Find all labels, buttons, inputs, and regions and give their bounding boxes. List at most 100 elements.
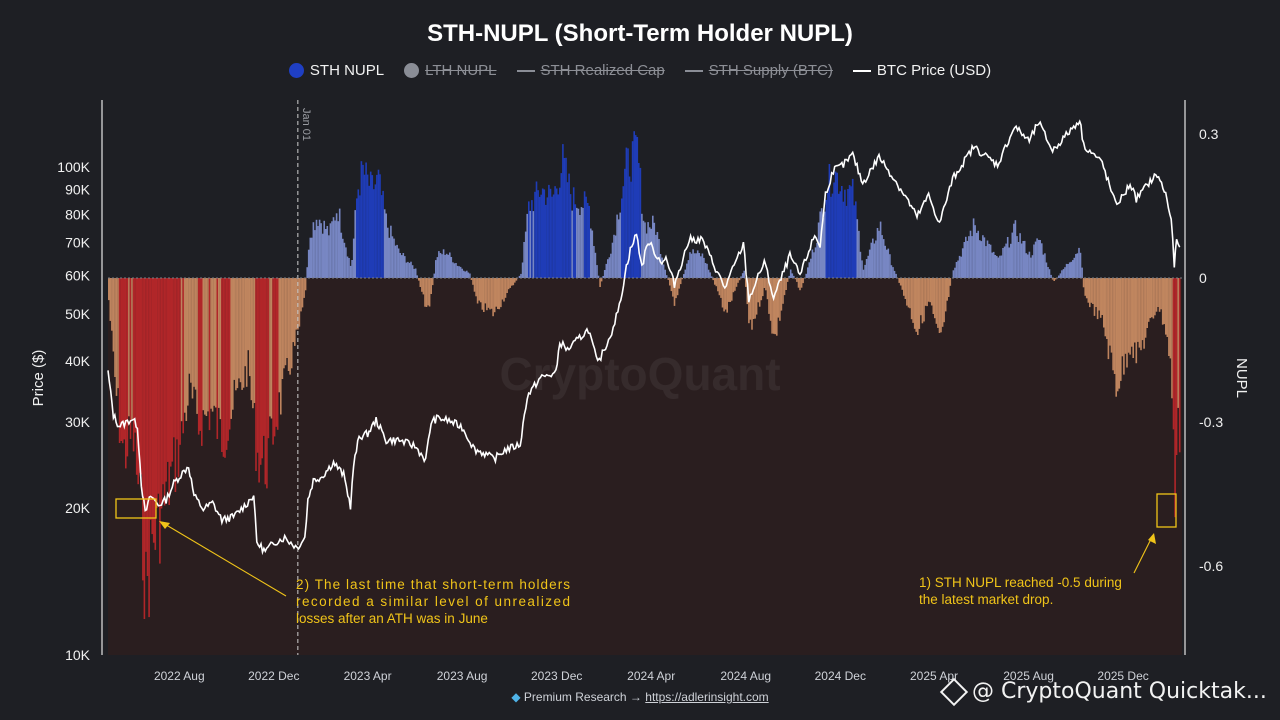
nupl-bar (1138, 278, 1141, 348)
nupl-bar (1101, 278, 1103, 315)
nupl-bar (445, 253, 448, 278)
nupl-bar (1048, 269, 1051, 278)
nupl-bar (557, 194, 559, 278)
nupl-bar (972, 218, 975, 278)
nupl-bar (292, 278, 294, 343)
nupl-bar (941, 278, 944, 327)
footer-link[interactable]: https://adlerinsight.com (645, 690, 769, 704)
nupl-bar (447, 254, 449, 278)
nupl-bar (1058, 275, 1060, 278)
nupl-bar (617, 219, 620, 278)
nupl-bar (159, 278, 161, 564)
legend-item-sth-nupl[interactable]: STH NUPL (288, 62, 384, 79)
nupl-bar (430, 278, 432, 294)
legend-label: BTC Price (USD) (876, 62, 992, 79)
nupl-bar (1025, 253, 1028, 278)
nupl-bar (380, 195, 383, 278)
nupl-bar (146, 278, 149, 576)
nupl-bar (576, 207, 578, 278)
legend-item-btc-price-usd[interactable]: BTC Price (USD) (852, 62, 992, 79)
nupl-bar (855, 201, 857, 278)
nupl-bar (776, 278, 778, 336)
nupl-bar (472, 278, 474, 285)
nupl-bar (280, 278, 282, 415)
nupl-bar (909, 278, 911, 309)
nupl-bar (385, 213, 387, 278)
nupl-bar (757, 278, 759, 303)
legend-item-lth-nupl[interactable]: LTH NUPL (404, 62, 497, 79)
left-tick-label: 90K (65, 181, 91, 197)
nupl-bar (1081, 267, 1083, 278)
nupl-bar (569, 194, 572, 278)
nupl-bar (204, 278, 206, 415)
nupl-bar (996, 256, 998, 278)
nupl-bar (754, 278, 756, 319)
nupl-bar (631, 141, 634, 278)
nupl-bar (436, 257, 439, 278)
nupl-bar (698, 253, 701, 278)
nupl-bar (975, 232, 978, 278)
nupl-bar (1104, 278, 1107, 337)
nupl-bar (193, 278, 195, 387)
nupl-bar (811, 249, 814, 278)
nupl-bar (213, 278, 215, 406)
nupl-bar (272, 278, 274, 445)
nupl-bar (531, 200, 533, 278)
nupl-bar (586, 203, 589, 278)
nupl-bar (785, 278, 787, 290)
nupl-bar (957, 260, 959, 278)
nupl-bar (177, 278, 180, 478)
nupl-bar (907, 278, 910, 308)
nupl-bar (1036, 238, 1038, 278)
nupl-bar (1023, 240, 1026, 278)
nupl-bar (884, 245, 886, 278)
legend-label: LTH NUPL (425, 62, 497, 79)
source-badge: @ CryptoQuant Quicktak... (939, 677, 1267, 707)
nupl-bar (461, 268, 463, 278)
nupl-bar (597, 275, 600, 278)
nupl-bar (484, 278, 487, 304)
nupl-bar (906, 278, 908, 306)
nupl-bar (493, 278, 496, 313)
nupl-bar (303, 278, 305, 298)
nupl-bar (143, 278, 146, 619)
nupl-bar (937, 278, 939, 328)
nupl-bar (515, 278, 518, 281)
nupl-bar (647, 222, 649, 278)
nupl-bar (1079, 252, 1082, 278)
nupl-bar (182, 278, 184, 434)
x-tick-label: 2023 Dec (531, 669, 582, 683)
nupl-bar (1141, 278, 1144, 341)
nupl-bar (410, 261, 412, 278)
nupl-bar (735, 278, 738, 287)
nupl-bar (1112, 278, 1114, 371)
x-tick-label: 2025 Aug (1003, 669, 1054, 683)
nupl-bar (721, 278, 724, 308)
nupl-bar (109, 278, 112, 321)
nupl-bar (1152, 278, 1155, 319)
nupl-bar (1130, 278, 1133, 347)
legend-item-sth-realized-cap[interactable]: STH Realized Cap (516, 62, 665, 79)
nupl-bar (893, 270, 896, 278)
nupl-bar (703, 257, 705, 278)
nupl-bar (734, 278, 736, 291)
nupl-bar (382, 190, 384, 278)
right-tick-label: 0.3 (1199, 126, 1219, 142)
nupl-bar (1031, 255, 1034, 278)
nupl-bar (201, 278, 203, 446)
left-tick-label: 50K (65, 306, 91, 322)
annotation-arrowhead-2026 (1148, 533, 1156, 544)
nupl-bar (613, 234, 615, 278)
left-tick-label: 60K (65, 267, 91, 283)
nupl-bar (1116, 278, 1119, 392)
nupl-bar (737, 278, 739, 283)
legend-item-sth-supply-btc[interactable]: STH Supply (BTC) (684, 62, 833, 79)
nupl-bar (518, 275, 521, 278)
nupl-bar (435, 260, 437, 278)
nupl-bar (191, 278, 194, 399)
nupl-bar (717, 278, 719, 292)
annotations: 2) The last time that short-term holders… (115, 493, 1177, 626)
nupl-bar (621, 198, 623, 278)
nupl-bar (501, 278, 504, 300)
nupl-bar (1076, 253, 1079, 278)
